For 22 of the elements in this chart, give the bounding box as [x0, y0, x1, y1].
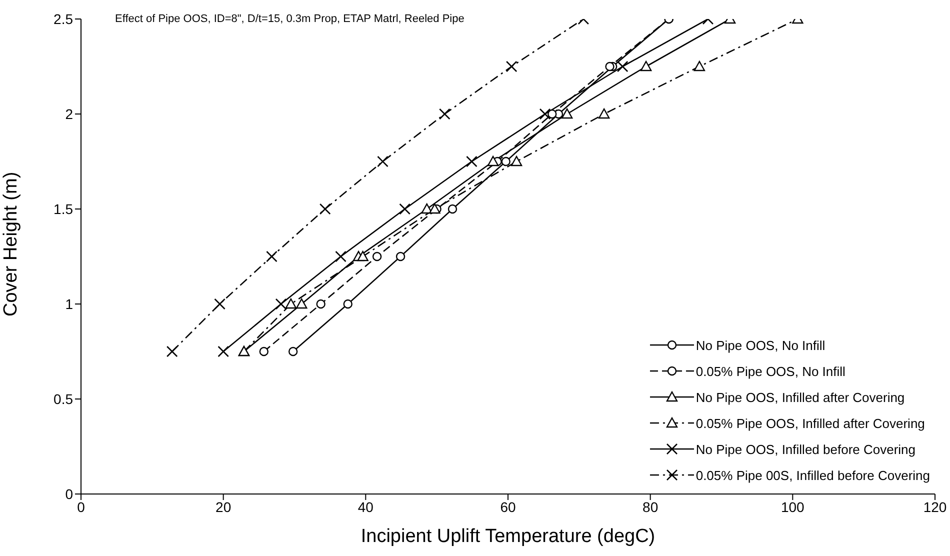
x-tick-label: 120 [923, 498, 947, 515]
x-axis-title: Incipient Uplift Temperature (degC) [360, 526, 656, 547]
x-tick-label: 80 [642, 498, 658, 515]
y-axis-title: Cover Height (m) [0, 172, 22, 316]
y-tick-label: 1 [65, 296, 74, 312]
legend-label: 0.05% Pipe 00S, Infilled before Covering [696, 468, 930, 482]
x-tick-label: 60 [500, 498, 516, 515]
x-tick-label: 0 [77, 498, 86, 515]
x-tick-label: 20 [216, 498, 232, 515]
y-tick-label: 0.5 [54, 390, 74, 407]
y-tick-label: 2.5 [54, 10, 74, 27]
y-tick-label: 2 [65, 106, 74, 122]
legend-label: No Pipe OOS, No Infill [696, 338, 826, 352]
legend-label: No Pipe OOS, Infilled after Covering [696, 390, 905, 404]
legend-label: 0.05% Pipe OOS, Infilled after Covering [696, 416, 925, 430]
legend-label: No Pipe OOS, Infilled before Covering [696, 442, 916, 456]
y-tick-label: 0 [65, 486, 74, 502]
y-tick-label: 1.5 [54, 200, 74, 217]
x-tick-label: 40 [358, 498, 374, 515]
x-tick-label: 100 [780, 498, 805, 515]
legend-label: 0.05% Pipe OOS, No Infill [696, 364, 846, 378]
chart-title: Effect of Pipe OOS, ID=8", D/t=15, 0.3m Prop, ETAP Matrl, Reeled Pipe [115, 13, 464, 25]
